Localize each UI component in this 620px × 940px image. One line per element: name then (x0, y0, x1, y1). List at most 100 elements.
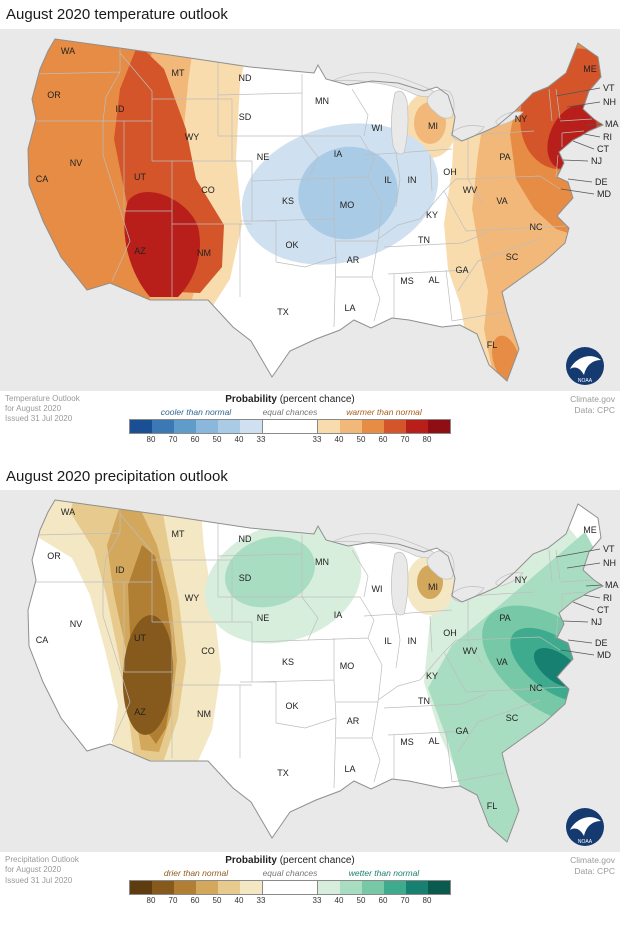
state-label-IN: IN (408, 175, 417, 185)
legend-tick: 50 (356, 896, 366, 905)
state-label-OH: OH (443, 628, 457, 638)
probability-legend: Probability (percent chance) drier than … (123, 855, 457, 907)
legend-title-rest: (percent chance) (279, 855, 355, 866)
legend-cell (130, 419, 152, 433)
state-label-ME: ME (583, 64, 597, 74)
map-caption: Precipitation Outlook for August 2020 Is… (5, 855, 123, 886)
leader-line-CT (572, 601, 595, 611)
state-label-MD: MD (597, 650, 611, 660)
state-label-WV: WV (463, 646, 478, 656)
legend-cell (406, 881, 428, 894)
legend-tick: 60 (190, 434, 200, 444)
state-label-DE: DE (595, 177, 608, 187)
state-label-NH: NH (603, 97, 616, 107)
legend-cell (428, 881, 450, 894)
lake (426, 550, 455, 580)
state-label-GA: GA (455, 265, 468, 275)
state-label-VA: VA (496, 196, 507, 206)
legend-tick-values: 80 70 60 50 40 33 33 40 50 60 70 80 (129, 896, 451, 907)
temperature-legend-row: Temperature Outlook for August 2020 Issu… (0, 391, 620, 462)
probability-legend: Probability (percent chance) cooler than… (123, 394, 457, 446)
state-label-CO: CO (201, 185, 215, 195)
legend-cell (384, 881, 406, 894)
leader-line-RI (583, 133, 601, 137)
state-label-NH: NH (603, 558, 616, 568)
legend-cell (428, 419, 450, 433)
leader-line-VT (555, 87, 601, 96)
lake (391, 551, 409, 616)
leader-line-MD (560, 649, 595, 656)
leader-line-MD (560, 188, 595, 194)
great-lakes (331, 71, 524, 154)
state-label-CA: CA (36, 174, 49, 184)
state-label-AL: AL (428, 736, 439, 746)
legend-cell (362, 881, 384, 894)
state-label-MS: MS (400, 276, 414, 286)
state-label-WI: WI (372, 123, 383, 133)
state-label-MO: MO (340, 200, 355, 210)
state-label-UT: UT (134, 172, 146, 182)
leader-line-NJ (562, 620, 589, 623)
credit-data-cpc: Data: CPC (574, 404, 615, 415)
legend-cell (384, 419, 406, 433)
state-label-NE: NE (257, 613, 270, 623)
lake (426, 88, 455, 119)
state-labels: WA OR CA NV ID UT AZ NM MT WY CO ND SD NE KS OK TX MN IA MO… (36, 46, 619, 350)
state-label-ID: ID (116, 565, 126, 575)
state-label-ND: ND (239, 73, 252, 83)
caption-line: Precipitation Outlook (5, 855, 79, 864)
legend-tick: 70 (400, 896, 410, 905)
legend-tick: 50 (212, 434, 222, 444)
caption-line: Temperature Outlook (5, 393, 80, 403)
legend-cell (196, 881, 218, 894)
legend-cell (152, 881, 174, 894)
state-label-SD: SD (239, 573, 252, 583)
state-label-MI: MI (428, 121, 438, 131)
state-label-NY: NY (515, 575, 528, 585)
noaa-logo-icon: NOAA (566, 808, 604, 846)
state-label-IL: IL (384, 636, 392, 646)
state-label-KS: KS (282, 196, 294, 206)
state-label-OH: OH (443, 167, 457, 177)
legend-categories: cooler than normal equal chances warmer … (130, 407, 450, 417)
state-label-NE: NE (257, 152, 270, 162)
leader-line-DE (567, 178, 593, 182)
leader-line-DE (567, 639, 593, 644)
legend-cell (340, 881, 362, 894)
state-label-FL: FL (487, 340, 498, 350)
state-label-MA: MA (605, 580, 619, 590)
state-label-RI: RI (603, 132, 612, 142)
legend-cell (152, 419, 174, 433)
precipitation-map: WA OR CA NV ID UT AZ NM MT WY CO ND SD NE KS OK TX MN IA MO… (0, 490, 620, 852)
legend-cell (174, 881, 196, 894)
caption-line: for August 2020 (5, 403, 62, 413)
map-caption: Temperature Outlook for August 2020 Issu… (5, 394, 123, 425)
noaa-logo-text: NOAA (578, 378, 593, 384)
state-label-NJ: NJ (591, 617, 602, 627)
state-label-NV: NV (70, 619, 83, 629)
state-label-NC: NC (530, 683, 543, 693)
legend-tick: 60 (190, 896, 200, 905)
state-label-SD: SD (239, 112, 252, 122)
state-label-CT: CT (597, 605, 609, 615)
state-label-AL: AL (428, 275, 439, 285)
state-label-OK: OK (285, 701, 298, 711)
legend-tick: 33 (312, 434, 322, 444)
state-label-AZ: AZ (134, 246, 146, 256)
legend-cell (318, 881, 340, 894)
state-label-NY: NY (515, 114, 528, 124)
legend-cell-equal-chances (262, 881, 318, 894)
state-label-AR: AR (347, 716, 360, 726)
state-label-OK: OK (285, 240, 298, 250)
legend-cell (130, 881, 152, 894)
us-coastline (27, 37, 605, 382)
state-label-KY: KY (426, 671, 438, 681)
legend-title: Probability (percent chance) (123, 855, 457, 866)
state-label-KS: KS (282, 657, 294, 667)
temperature-outlook-map: WA OR CA NV ID UT AZ NM MT WY CO ND SD NE KS OK TX MN IA MO… (0, 28, 620, 391)
legend-cell (218, 419, 240, 433)
state-label-NV: NV (70, 158, 83, 168)
great-lakes (331, 533, 524, 616)
legend-tick-values: 80 70 60 50 40 33 33 40 50 60 70 80 (129, 435, 451, 446)
legend-tick: 33 (256, 434, 266, 444)
